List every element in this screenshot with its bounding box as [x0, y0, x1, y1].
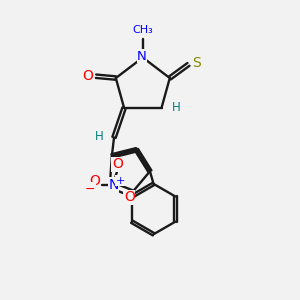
Text: O: O	[124, 190, 135, 204]
Text: H: H	[172, 101, 181, 114]
Text: S: S	[192, 56, 201, 70]
Text: CH₃: CH₃	[132, 25, 153, 35]
Text: N: N	[109, 178, 119, 192]
Text: O: O	[83, 69, 94, 83]
Text: N: N	[137, 50, 147, 63]
Text: O: O	[89, 174, 100, 188]
Text: H: H	[95, 130, 104, 143]
Text: O: O	[112, 157, 123, 171]
Text: −: −	[85, 182, 95, 195]
Text: +: +	[116, 176, 125, 186]
